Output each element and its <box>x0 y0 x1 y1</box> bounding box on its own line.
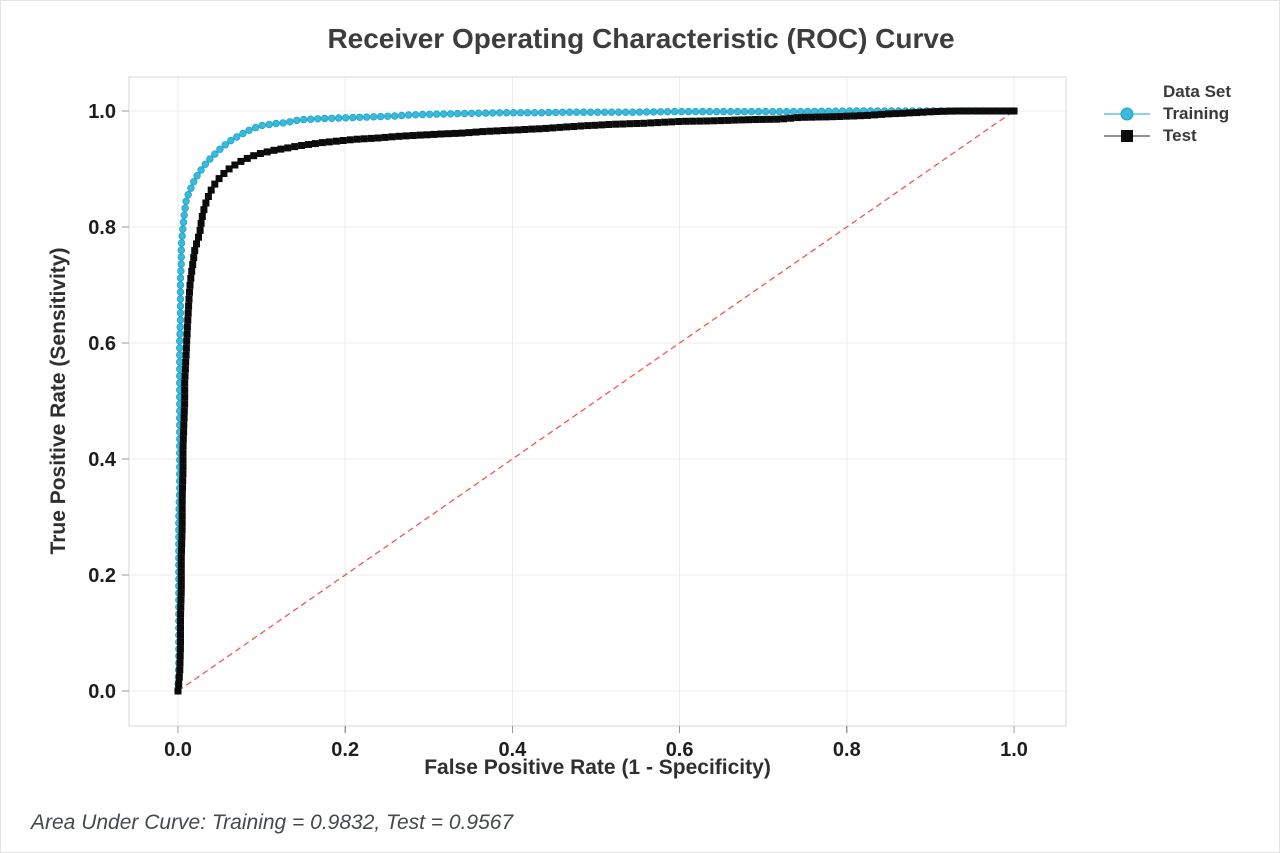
y-axis-title: True Positive Rate (Sensitivity) <box>47 247 70 555</box>
x-tick-label: 0.2 <box>331 739 359 761</box>
legend-title: Data Set <box>1163 82 1232 101</box>
y-tick-label: 1.0 <box>88 101 116 123</box>
y-tick-label: 0.0 <box>88 681 116 703</box>
plot-border <box>128 76 1067 727</box>
x-tick-label: 0.4 <box>498 739 527 761</box>
legend: Data Set Training Test <box>1103 81 1231 147</box>
test-marker-icon <box>1104 130 1150 142</box>
y-tick-label: 0.2 <box>88 565 116 587</box>
training-marker-icon <box>1104 107 1150 121</box>
axis-ticks <box>122 110 1015 733</box>
y-tick-label: 0.8 <box>88 217 116 239</box>
auc-annotation: Area Under Curve: Training = 0.9832, Tes… <box>31 811 514 834</box>
legend-item-test: Test <box>1103 125 1231 147</box>
gridlines <box>129 77 1066 726</box>
diagonal-reference-line <box>177 110 1015 692</box>
x-axis-title: False Positive Rate (1 - Specificity) <box>424 756 771 779</box>
y-tick-label: 0.6 <box>88 333 116 355</box>
chart-title: Receiver Operating Characteristic (ROC) … <box>327 23 955 54</box>
test-curve-markers <box>174 107 1018 695</box>
x-tick-label: 0.6 <box>666 739 694 761</box>
legend-item-training: Training <box>1103 103 1231 125</box>
x-tick-label: 0.8 <box>833 739 861 761</box>
legend-label-training: Training <box>1163 104 1230 123</box>
x-tick-label: 1.0 <box>1000 739 1028 761</box>
legend-label-test: Test <box>1163 126 1197 145</box>
y-tick-label: 0.4 <box>88 449 117 471</box>
training-curve-markers <box>174 107 1018 695</box>
x-tick-label: 0.0 <box>164 739 192 761</box>
